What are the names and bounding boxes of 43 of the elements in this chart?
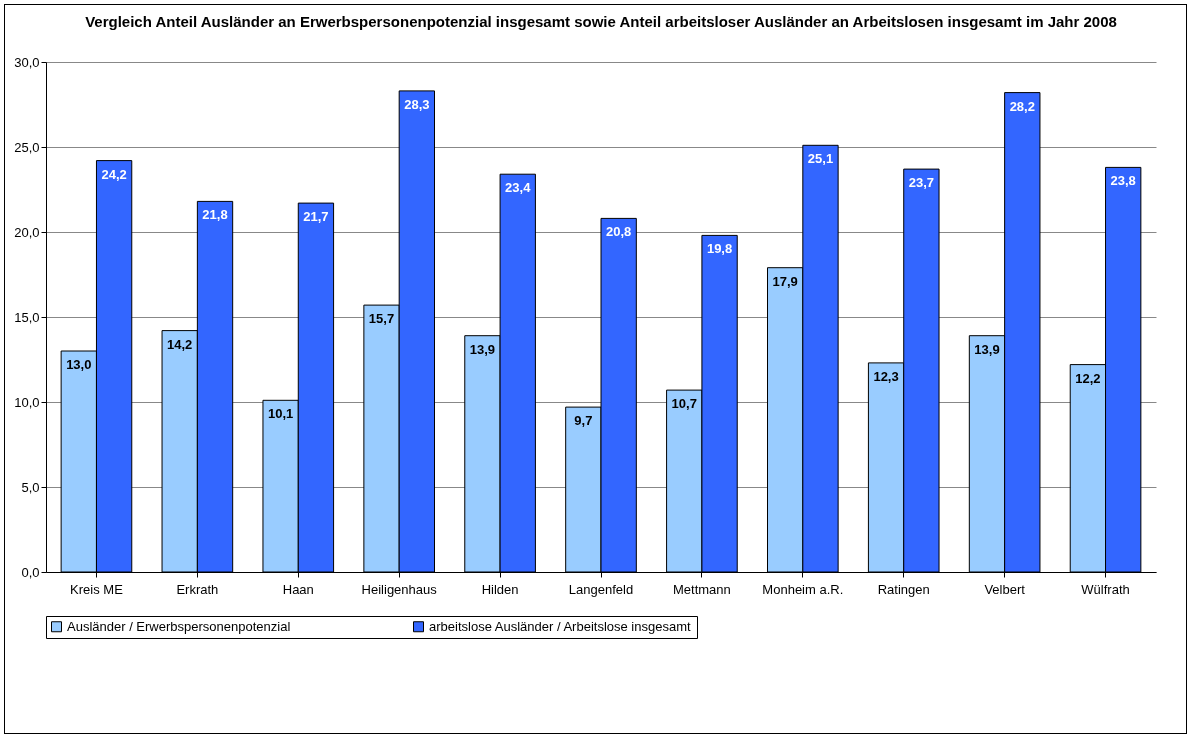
- x-tick-label: Haan: [282, 581, 314, 597]
- y-tick-label: 30,0: [14, 54, 40, 70]
- data-label: 14,2: [167, 336, 193, 352]
- data-label: 28,2: [1009, 98, 1035, 114]
- data-label: 21,7: [303, 209, 329, 225]
- x-tick-label: Langenfeld: [568, 581, 634, 597]
- y-tick-label: 15,0: [14, 309, 40, 325]
- y-tick-label: 20,0: [14, 224, 40, 240]
- data-label: 13,0: [66, 357, 92, 372]
- x-tick-label: Heiligenhaus: [361, 581, 438, 597]
- data-label: 13,9: [974, 341, 1000, 357]
- data-label: 12,2: [1075, 370, 1101, 386]
- data-label: 23,4: [505, 180, 532, 196]
- data-label: 9,7: [574, 413, 593, 429]
- y-tick-label: 5,0: [21, 479, 40, 495]
- data-label: 19,8: [706, 241, 733, 257]
- x-tick-label: Erkrath: [176, 581, 219, 597]
- y-tick-label: 25,0: [14, 139, 40, 155]
- legend-label: Ausländer / Erwerbspersonenpotenzial: [67, 618, 291, 634]
- x-tick-label: Hilden: [481, 581, 519, 597]
- legend-label: arbeitslose Ausländer / Arbeitslose insgesamt: [429, 618, 691, 634]
- data-label: 21,8: [202, 207, 228, 223]
- x-tick-label: Wülfrath: [1081, 581, 1130, 597]
- x-tick-label: Mettmann: [673, 581, 731, 597]
- x-tick-label: Monheim a.R.: [762, 581, 844, 597]
- data-label: 17,9: [772, 273, 798, 289]
- data-label: 23,7: [908, 175, 935, 191]
- data-label: 10,7: [671, 396, 697, 412]
- data-label: 12,3: [873, 368, 899, 384]
- y-tick-label: 10,0: [14, 394, 40, 410]
- data-label: 25,1: [807, 151, 834, 167]
- data-label: 20,8: [606, 224, 632, 240]
- data-label: 28,3: [404, 96, 430, 112]
- data-label: 23,8: [1110, 173, 1136, 189]
- y-tick-label: 0,0: [21, 564, 40, 580]
- data-label: 10,1: [267, 406, 294, 422]
- chart-title: Vergleich Anteil Ausländer an Erwerbspersonenpotenzial insgesamt sowie Anteil arbeitsloser Ausländer an Arbeitslosen insgesamt im Jahr 2008: [85, 13, 1117, 30]
- x-tick-label: Ratingen: [877, 581, 930, 597]
- data-label: 13,9: [469, 341, 496, 357]
- data-label: 15,7: [368, 311, 395, 327]
- x-tick-label: Velbert: [984, 581, 1026, 597]
- data-label: 24,2: [101, 166, 127, 182]
- x-tick-label: Kreis ME: [70, 581, 124, 597]
